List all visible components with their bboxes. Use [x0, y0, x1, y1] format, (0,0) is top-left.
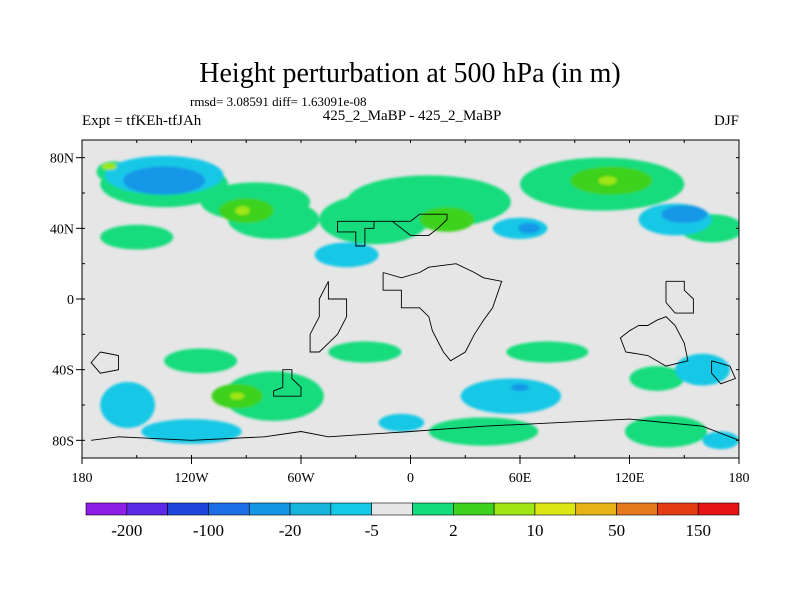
contour-region-neg5-2: [661, 205, 708, 224]
colorbar-swatch-10: [493, 502, 536, 516]
contour-region-neg2-1: [314, 242, 379, 268]
experiment-label: Expt = tfKEh-tfJAh: [82, 113, 202, 129]
y-tick-label-0: 80N: [50, 152, 74, 167]
contour-region-pos50-0: [235, 206, 250, 216]
contour-region-pos2-15: [624, 415, 708, 448]
colorbar-swatch-11: [534, 502, 577, 516]
chart-title: Height perturbation at 500 hPa (in m): [199, 58, 620, 89]
coastline-7: [91, 418, 739, 441]
colorbar-label-7: 150: [685, 521, 711, 540]
colorbar-swatch-12: [575, 502, 617, 516]
coastline-4: [619, 316, 689, 367]
contour-region-pos2-13: [506, 341, 589, 363]
coastline-1: [382, 263, 503, 362]
colorbar-label-6: 50: [608, 521, 625, 540]
x-tick-label-2: 60W: [287, 471, 315, 486]
contour-region-pos50-2: [229, 392, 245, 400]
contour-region-pos2-9: [164, 348, 238, 374]
contour-region-pos2-6: [100, 224, 174, 250]
run-comparison-label: 425_2_MaBP - 425_2_MaBP: [323, 108, 502, 124]
y-tick-label-1: 40N: [50, 222, 74, 237]
contour-region-pos2-14: [629, 366, 685, 391]
colorbar-swatch-5: [289, 502, 332, 516]
colorbar-label-5: 10: [526, 521, 543, 540]
coastline-2: [309, 281, 348, 353]
contour-region-pos50-1: [598, 176, 617, 186]
x-tick-label-5: 120E: [615, 471, 645, 486]
contour-region-neg2-6: [460, 378, 562, 414]
contour-region-neg2-5: [141, 419, 242, 444]
contour-region-pos2-12: [428, 417, 539, 446]
colorbar-swatch-14: [657, 502, 699, 516]
x-tick-label-4: 60E: [509, 471, 532, 486]
coastline-5: [665, 280, 694, 314]
colorbar-swatch-2: [167, 502, 209, 516]
x-axis: 180 120W 60W 0 60E 120E 180: [72, 140, 750, 486]
colorbar-label-2: -20: [279, 521, 302, 540]
colorbar-swatch-0: [85, 502, 128, 516]
coastline-3: [273, 369, 302, 397]
colorbar-swatch-1: [126, 502, 168, 516]
y-axis: 80N 40N 0 40S 80S: [50, 152, 739, 449]
season-label: DJF: [714, 113, 739, 129]
contour-region-neg5-3: [510, 383, 530, 391]
contour-region-pos50-3: [102, 162, 117, 171]
colorbar-swatch-6: [330, 502, 372, 516]
colorbar-label-3: -5: [365, 521, 379, 540]
stats-label: rmsd= 3.08591 diff= 1.63091e-08: [190, 94, 367, 109]
contour-region-neg2-8: [675, 353, 730, 386]
y-tick-label-2: 0: [67, 293, 74, 308]
contour-region-pos2-11: [328, 341, 402, 363]
colorbar-label-1: -100: [193, 521, 224, 540]
colorbar: -200 -100 -20 -5 2 10 50 150: [85, 502, 740, 540]
x-tick-label-6: 180: [729, 471, 750, 486]
colorbar-label-0: -200: [111, 521, 142, 540]
x-tick-label-0: 180: [72, 471, 93, 486]
contour-region-neg5-0: [123, 166, 206, 195]
colorbar-swatch-8: [412, 502, 454, 516]
colorbar-swatch-15: [697, 502, 740, 516]
contour-region-neg5-1: [518, 223, 541, 234]
colorbar-label-4: 2: [449, 521, 458, 540]
colorbar-swatch-7: [371, 502, 413, 516]
colorbar-swatch-4: [248, 502, 291, 516]
contour-region-neg2-4: [100, 382, 155, 428]
coastline-0: [337, 213, 448, 247]
y-tick-label-3: 40S: [52, 364, 74, 379]
contour-region-neg2-7: [378, 413, 425, 432]
coastline-6: [711, 360, 737, 385]
contour-fill-layer: [96, 155, 739, 450]
colorbar-swatch-9: [453, 502, 495, 516]
x-tick-label-1: 120W: [174, 471, 209, 486]
contour-region-neg2-9: [702, 431, 739, 450]
colorbar-swatch-3: [208, 502, 250, 516]
coastline-8: [90, 351, 119, 374]
coastline-layer: [90, 213, 739, 441]
y-tick-label-4: 80S: [52, 434, 74, 449]
x-tick-label-3: 0: [407, 471, 414, 486]
colorbar-swatch-13: [616, 502, 658, 516]
